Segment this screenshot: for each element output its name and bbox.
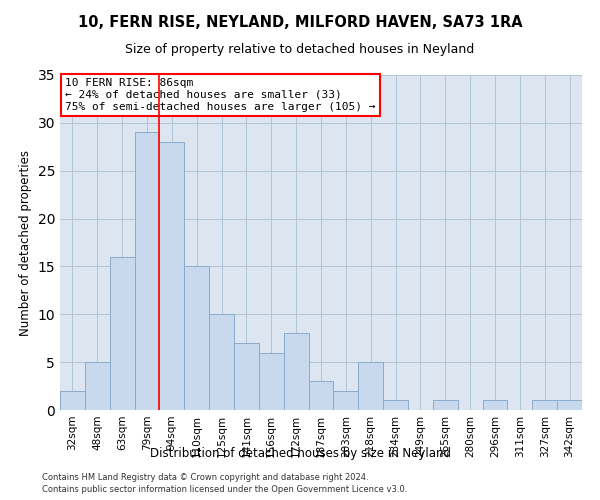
Bar <box>334 391 358 410</box>
Text: 10, FERN RISE, NEYLAND, MILFORD HAVEN, SA73 1RA: 10, FERN RISE, NEYLAND, MILFORD HAVEN, S… <box>77 15 523 30</box>
Bar <box>60 391 85 410</box>
Bar <box>358 362 383 410</box>
Bar <box>234 343 259 410</box>
Bar <box>383 400 408 410</box>
Bar <box>259 352 284 410</box>
Text: Contains public sector information licensed under the Open Government Licence v3: Contains public sector information licen… <box>42 485 407 494</box>
Bar <box>433 400 458 410</box>
Text: Distribution of detached houses by size in Neyland: Distribution of detached houses by size … <box>149 448 451 460</box>
Bar <box>134 132 160 410</box>
Bar <box>209 314 234 410</box>
Text: 10 FERN RISE: 86sqm
← 24% of detached houses are smaller (33)
75% of semi-detach: 10 FERN RISE: 86sqm ← 24% of detached ho… <box>65 78 376 112</box>
Text: Contains HM Land Registry data © Crown copyright and database right 2024.: Contains HM Land Registry data © Crown c… <box>42 472 368 482</box>
Bar <box>85 362 110 410</box>
Bar <box>110 257 134 410</box>
Bar <box>160 142 184 410</box>
Bar <box>532 400 557 410</box>
Bar <box>184 266 209 410</box>
Y-axis label: Number of detached properties: Number of detached properties <box>19 150 32 336</box>
Bar <box>557 400 582 410</box>
Bar <box>308 382 334 410</box>
Bar <box>284 334 308 410</box>
Bar <box>482 400 508 410</box>
Text: Size of property relative to detached houses in Neyland: Size of property relative to detached ho… <box>125 42 475 56</box>
